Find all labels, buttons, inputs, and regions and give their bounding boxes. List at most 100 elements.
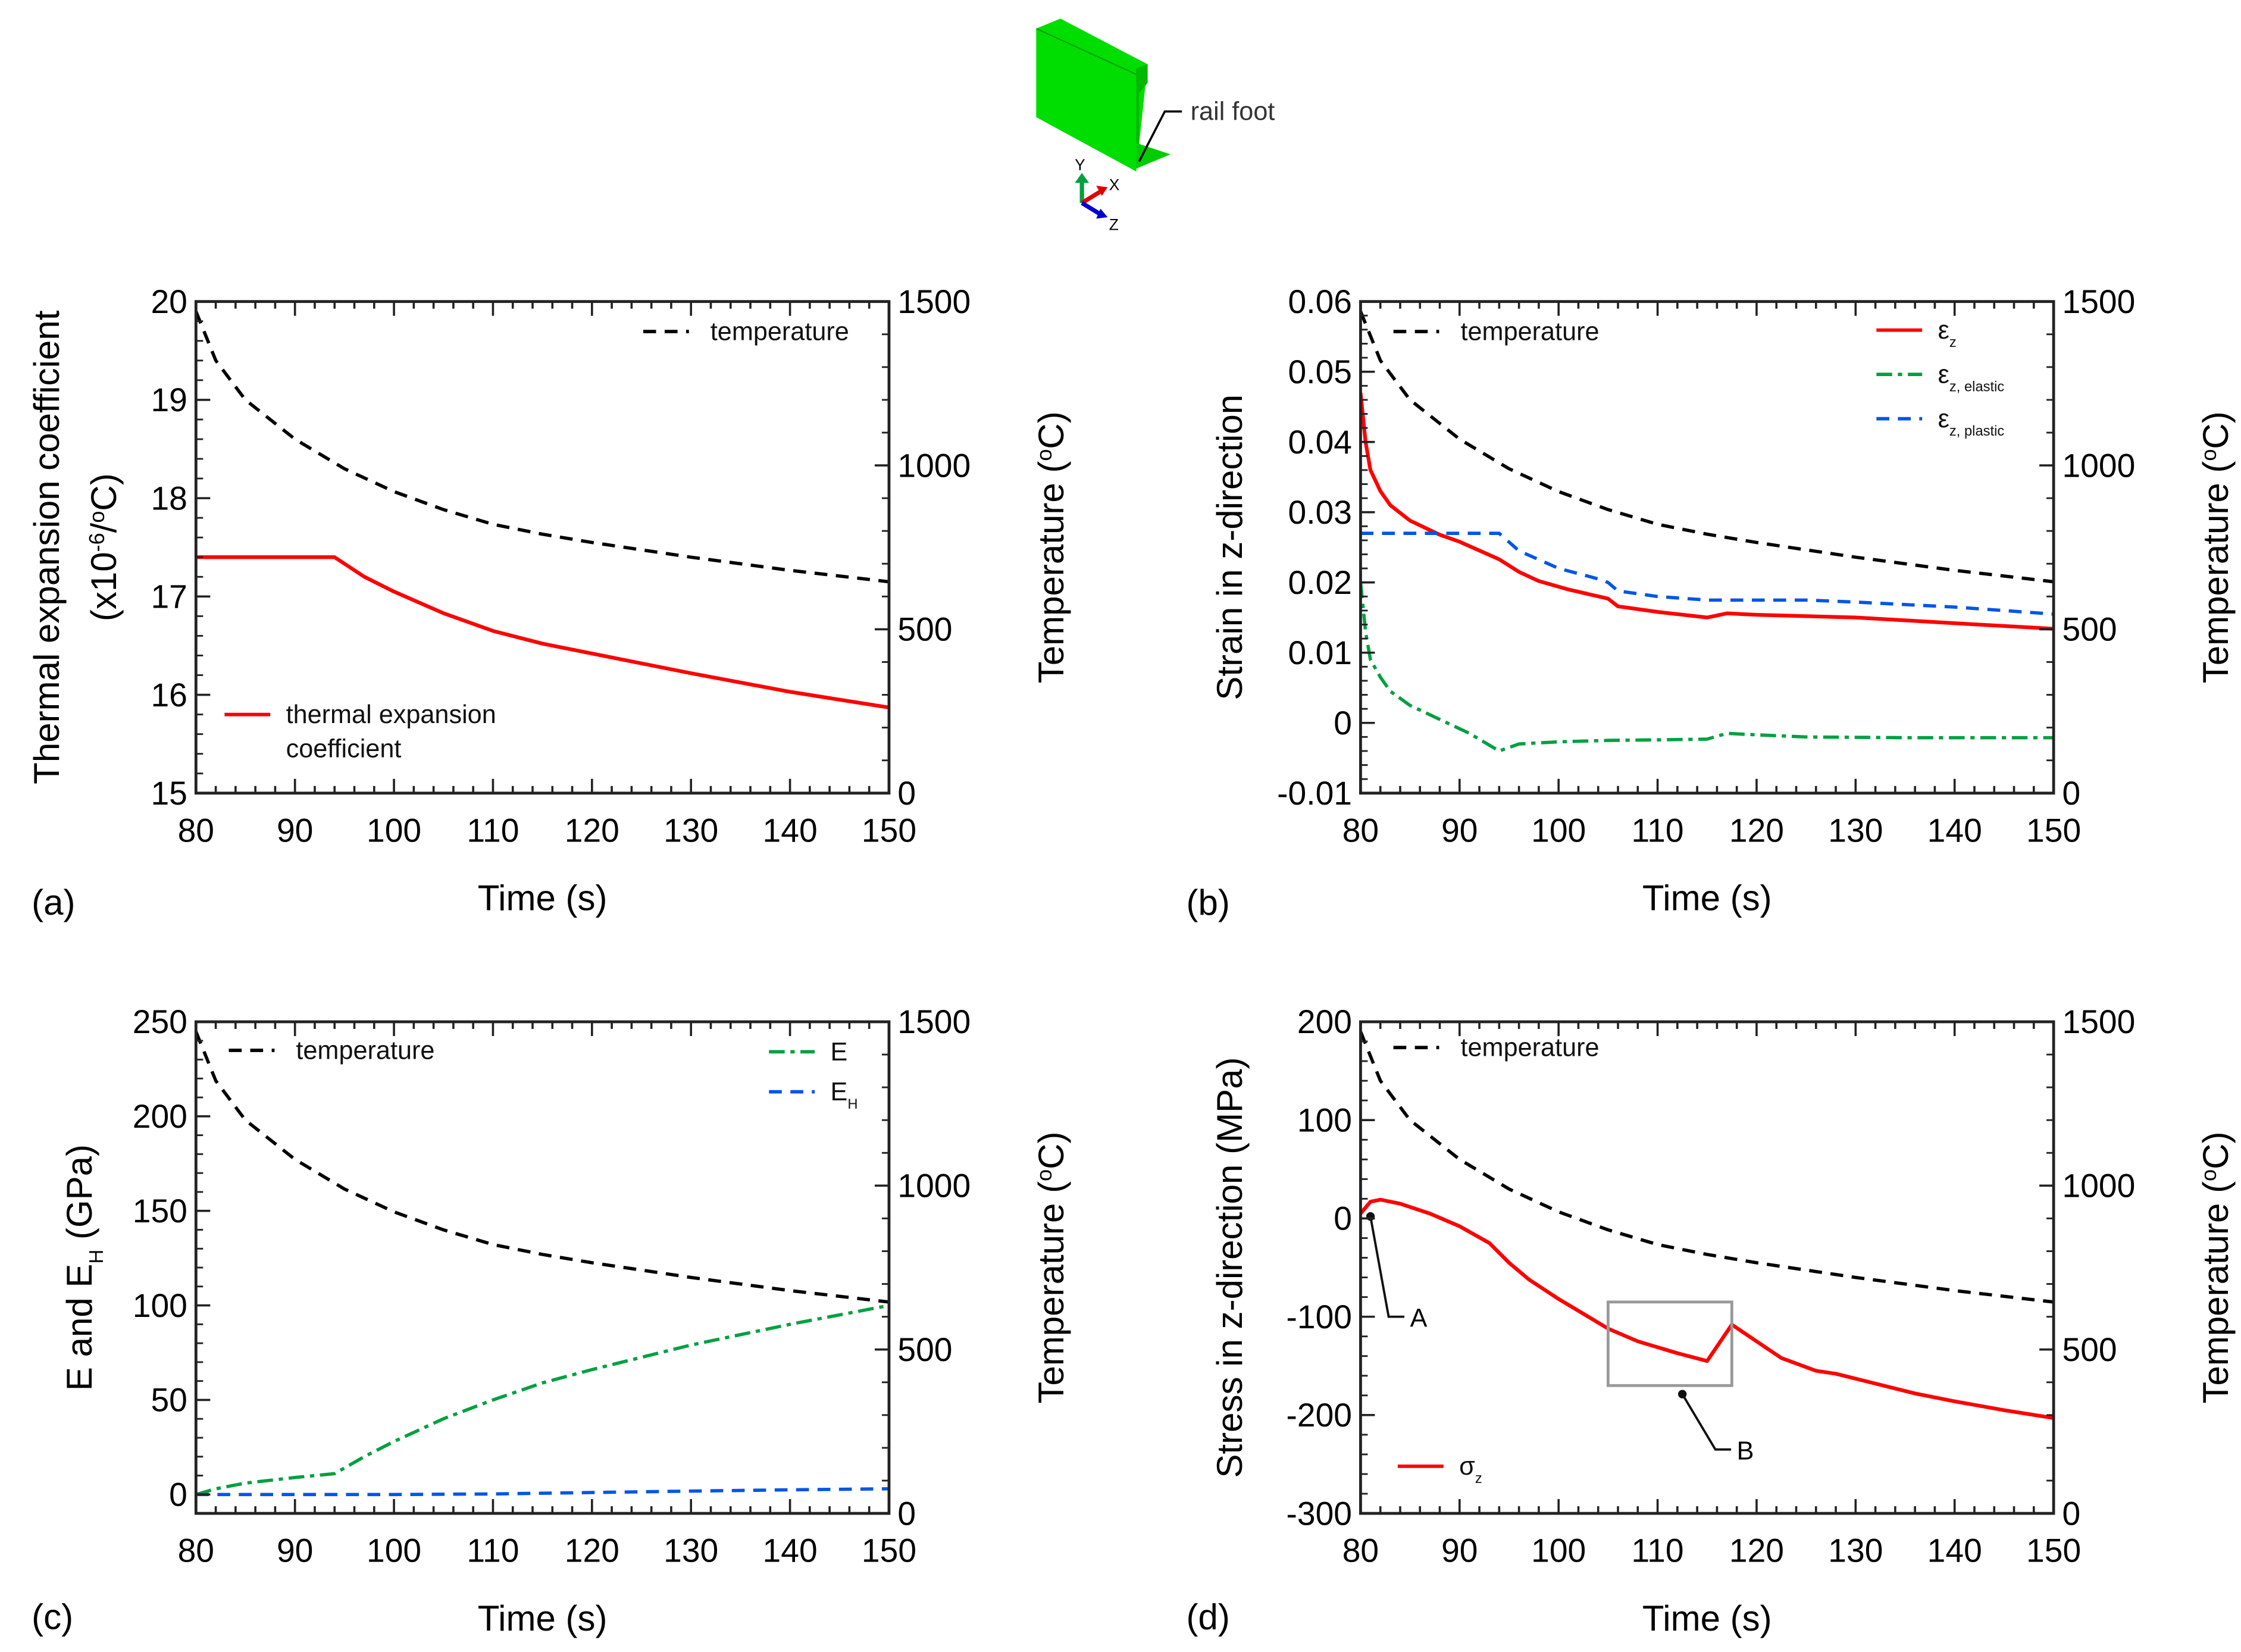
y-tick-label: 0.03 xyxy=(1288,494,1352,531)
legend-label-temperature: temperature xyxy=(1461,1034,1600,1062)
text-part: (GPa) xyxy=(60,1144,99,1250)
x-tick-label: 150 xyxy=(2026,1532,2081,1569)
y-tick-label: 0.04 xyxy=(1288,424,1352,461)
x-tick-label: 140 xyxy=(1927,1532,1982,1569)
text-part: C) xyxy=(1031,411,1071,449)
y-tick-label: 100 xyxy=(133,1287,187,1324)
y2-tick-label: 1500 xyxy=(897,1003,971,1040)
y-tick-label: 17 xyxy=(151,578,187,615)
charts: temperature thermal expansion coefficient 8… xyxy=(27,283,2236,1638)
text-part: z, elastic xyxy=(1949,378,2005,395)
axis-label-z: Z xyxy=(1109,216,1119,234)
x-tick-label: 100 xyxy=(367,1532,421,1569)
text-part: Thermal expansion coefficient xyxy=(27,310,67,784)
text-part: H xyxy=(85,1250,107,1264)
x-tick-label: 100 xyxy=(1531,1532,1586,1569)
text-part: o xyxy=(1031,449,1056,461)
x-tick-label: 90 xyxy=(1441,812,1478,849)
series-line-temperature xyxy=(1360,1031,2054,1304)
plot-frame xyxy=(1359,300,2055,795)
text-part: temperature xyxy=(1461,318,1600,346)
annotation-label-A: A xyxy=(1410,1304,1428,1332)
x-tick-label: 130 xyxy=(663,812,718,849)
text-part: -6 xyxy=(84,533,108,552)
x-tick-label: 80 xyxy=(178,812,214,849)
series-line-E xyxy=(196,1303,889,1497)
series-line-EH xyxy=(196,1487,889,1497)
y-tick-label: 0.01 xyxy=(1288,634,1352,671)
y-arrowhead xyxy=(1075,173,1090,183)
x-tick-label: 150 xyxy=(862,1532,916,1569)
text-part: C) xyxy=(2196,1132,2236,1169)
x-axis-label: Time (s) xyxy=(1642,878,1772,918)
x-tick-label: 140 xyxy=(763,1532,818,1569)
x-tick-label: 120 xyxy=(565,812,619,849)
series-line-strain-z-elastic xyxy=(1360,582,2054,753)
x-tick-label: 140 xyxy=(763,812,818,849)
y-tick-label: -0.01 xyxy=(1277,775,1352,812)
legend-label-strain-z-elastic: εz, elastic xyxy=(1938,361,2005,395)
y-tick-label: 200 xyxy=(133,1098,187,1135)
chart-panel-d: temperature σz A B 80 90 100 110 120 130 140 150 -30… xyxy=(1186,1003,2236,1638)
text-part: Strain in z-direction xyxy=(1210,395,1250,700)
y-tick-label: 16 xyxy=(151,677,187,714)
rail-head-side xyxy=(1136,64,1148,169)
y2-tick-label: 1500 xyxy=(2062,1003,2136,1040)
y-tick-label: 50 xyxy=(151,1382,187,1419)
y2-tick-label: 0 xyxy=(2062,775,2081,812)
x-tick-label: 120 xyxy=(565,1532,619,1569)
legend-label-temperature: temperature xyxy=(296,1036,434,1065)
z-axis-arrow-icon xyxy=(1081,201,1102,217)
series-line-stress-z xyxy=(1360,1197,2054,1420)
y2-axis-label: Temperature (oC) xyxy=(2196,1132,2236,1404)
y-tick-label: 0 xyxy=(169,1476,187,1513)
rail-web-face xyxy=(1036,18,1148,172)
text-part: C) xyxy=(84,473,124,511)
legend-label-thermal-expansion-coefficient: thermal expansion xyxy=(286,700,496,729)
y2-axis-label: Temperature (oC) xyxy=(1031,411,1071,683)
legend-label-temperature: temperature xyxy=(1461,318,1600,346)
rail-top-edge xyxy=(1035,28,1137,75)
y-tick-label: 0 xyxy=(1334,705,1352,741)
text-part: z, plastic xyxy=(1949,423,2005,439)
text-part: H xyxy=(847,1096,857,1112)
z-arrowhead xyxy=(1096,208,1108,219)
text-part: Temperature ( xyxy=(1031,1181,1071,1404)
text-part: Stress in z-direction (MPa) xyxy=(1210,1057,1250,1478)
text-part: o xyxy=(84,511,108,523)
chart-panel-a: temperature thermal expansion coefficient 8… xyxy=(27,283,1071,922)
x-tick-label: 80 xyxy=(1342,812,1379,849)
annotation-box-B xyxy=(1606,1300,1733,1387)
y2-tick-label: 500 xyxy=(2062,1331,2117,1368)
x-tick-label: 90 xyxy=(277,812,313,849)
y-tick-label: 20 xyxy=(151,283,187,320)
text-part: E xyxy=(831,1038,848,1066)
y-tick-label: -300 xyxy=(1286,1495,1352,1532)
plot-frame xyxy=(194,300,891,795)
rail-foot-leader-line xyxy=(1138,110,1182,162)
text-part: temperature xyxy=(296,1036,434,1065)
annotation-leader-B xyxy=(1681,1393,1732,1451)
x-tick-label: 110 xyxy=(467,812,519,849)
y2-tick-label: 0 xyxy=(2062,1495,2081,1532)
x-tick-label: 130 xyxy=(663,1532,718,1569)
text-part: C) xyxy=(1031,1132,1071,1169)
text-part: z xyxy=(1475,1470,1482,1487)
x-axis-label: Time (s) xyxy=(1642,1598,1772,1638)
text-part: temperature xyxy=(711,318,849,346)
text-part: o xyxy=(2196,1169,2221,1181)
text-part: o xyxy=(1031,1169,1056,1181)
y2-tick-label: 1500 xyxy=(897,283,971,320)
legend-label-strain-z-plastic: εz, plastic xyxy=(1938,405,2005,439)
y2-tick-label: 0 xyxy=(897,775,916,812)
legend-label-strain-z: εz xyxy=(1938,316,1957,351)
x-tick-label: 130 xyxy=(1828,812,1883,849)
y2-tick-label: 1000 xyxy=(897,447,971,484)
y2-tick-label: 1000 xyxy=(2062,1168,2136,1204)
x-tick-label: 90 xyxy=(277,1532,313,1569)
legend-label-E: E xyxy=(831,1038,848,1066)
rail-foot-label: rail foot xyxy=(1191,98,1275,126)
y-tick-label: 200 xyxy=(1297,1003,1352,1040)
x-tick-label: 110 xyxy=(467,1532,519,1569)
y-tick-label: 250 xyxy=(133,1003,187,1040)
